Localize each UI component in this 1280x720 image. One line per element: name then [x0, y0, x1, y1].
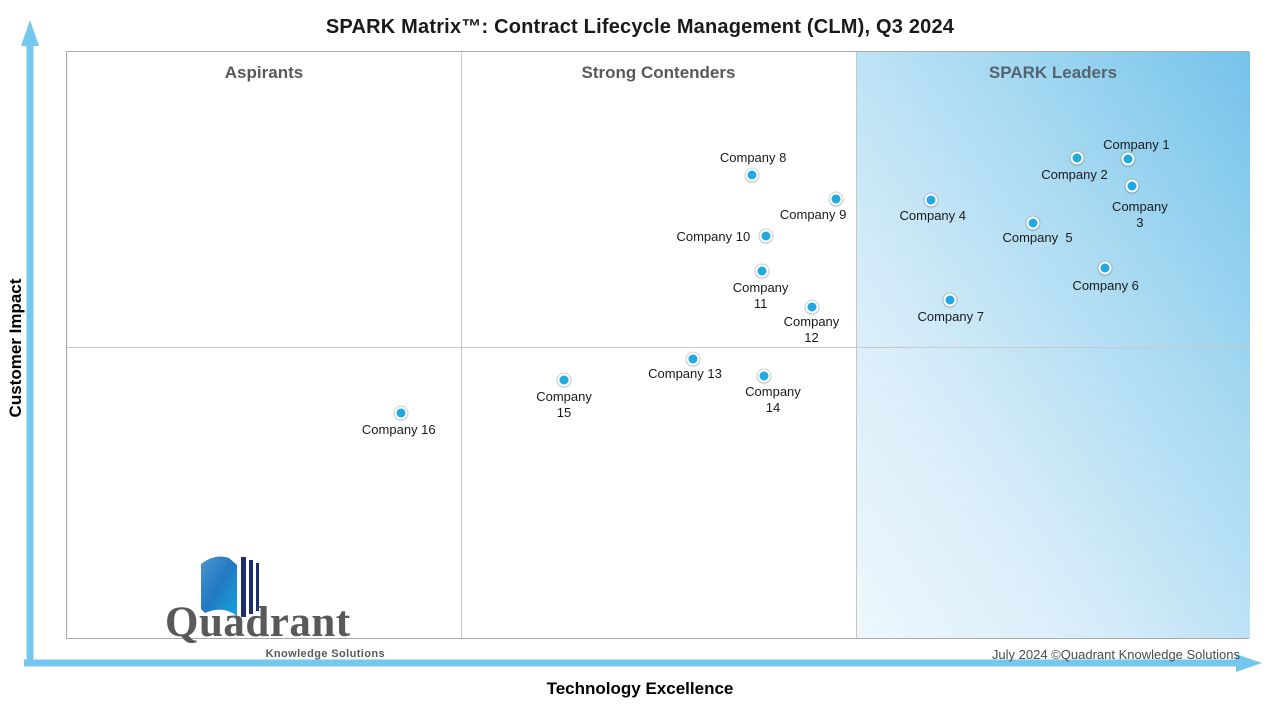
- quadrant-label-aspirants: Aspirants: [224, 63, 304, 82]
- spark-leaders-gradient: [856, 52, 1250, 638]
- quadrant-label-spark-leaders: SPARK Leaders: [988, 63, 1118, 82]
- logo-wordmark: Quadrant: [165, 599, 351, 646]
- plot-area: Aspirants Strong Contenders SPARK Leader…: [66, 51, 1250, 660]
- chart-title: SPARK Matrix™: Contract Lifecycle Manage…: [325, 16, 955, 38]
- quadrant-divider-horizontal: [67, 347, 1248, 348]
- quadrant-divider-vertical-2: [856, 52, 857, 638]
- copyright-note: July 2024 ©Quadrant Knowledge Solutions: [991, 647, 1240, 662]
- logo-tagline: Knowledge Solutions: [265, 648, 385, 660]
- x-axis-label: Technology Excellence: [546, 679, 734, 698]
- y-axis-label: Customer Impact: [6, 278, 25, 418]
- quadrant-label-strong-contenders: Strong Contenders: [581, 63, 736, 82]
- quadrant-logo: Quadrant Knowledge Solutions: [165, 552, 387, 664]
- quadrant-logo-book-icon: [201, 556, 259, 617]
- quadrant-divider-vertical-1: [461, 52, 462, 638]
